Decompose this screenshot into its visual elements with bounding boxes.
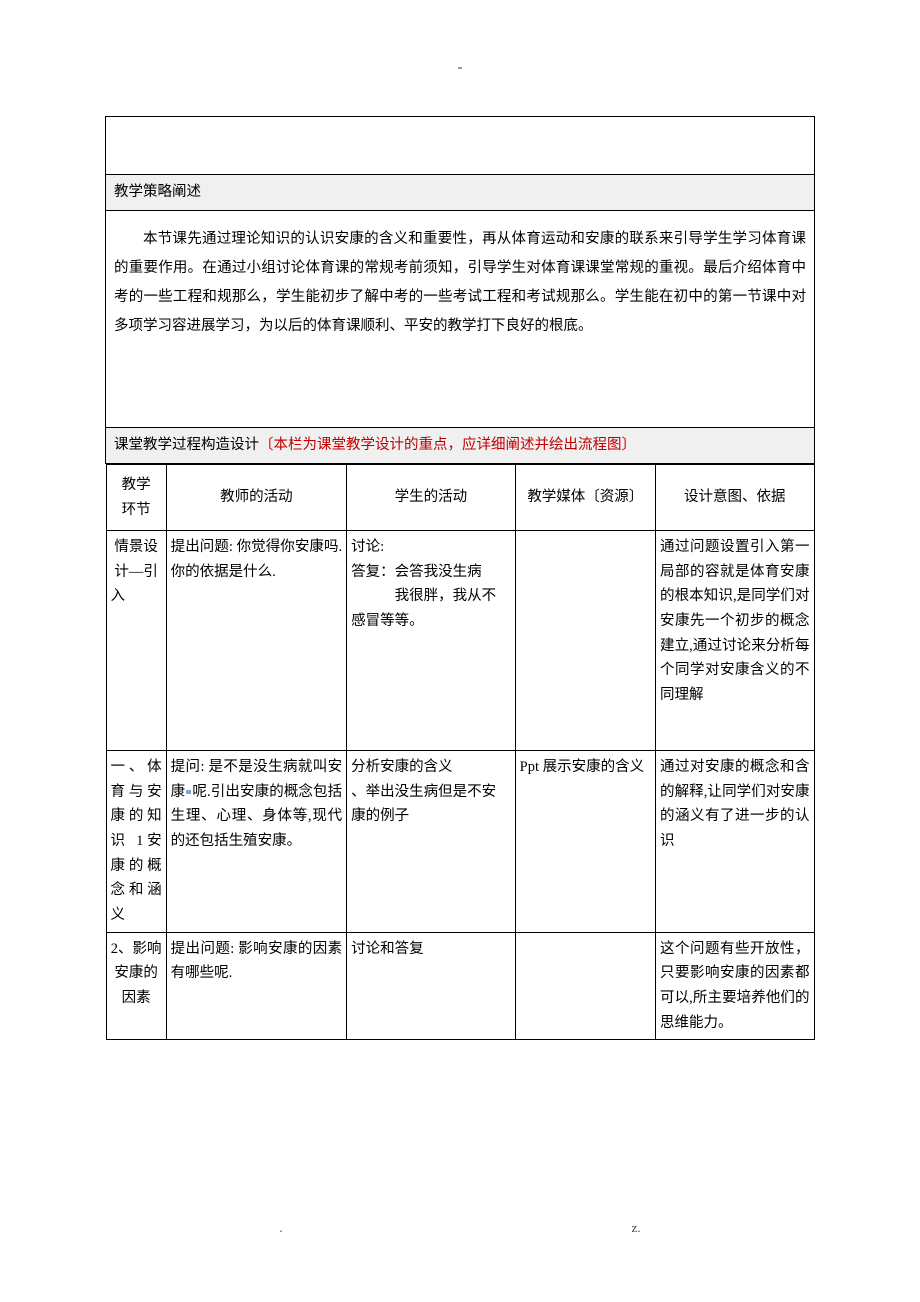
mid-gap-row <box>106 369 815 427</box>
section1-body-row: 本节课先通过理论知识的认识安康的含义和重要性，再从体育运动和安康的联系来引导学生… <box>106 211 815 370</box>
student-cell: 分析安康的含义 、举出没生病但是不安康的例子 <box>347 751 515 932</box>
section2-header-row: 课堂教学过程构造设计〔本栏为课堂教学设计的重点，应详细阐述并绘出流程图〕 <box>106 427 815 463</box>
top-spacer-row <box>106 117 815 175</box>
section1-header: 教学策略阐述 <box>106 175 815 211</box>
rationale-cell: 通过对安康的概念和含的解释,让同学们对安康的涵义有了进一步的认识 <box>656 751 814 932</box>
footer-right: z. <box>632 1220 641 1236</box>
page-footer: . z. <box>105 1220 815 1236</box>
stage-cell: 情景设计—引入 <box>106 531 166 751</box>
media-cell: Ppt 展示安康的含义 <box>515 751 655 932</box>
page-root: - 教学策略阐述 本节课先通过理论知识的认识安康的含义和重要性，再从体育运动和安… <box>0 60 920 1236</box>
col-header-media: 教学媒体〔资源〕 <box>515 464 655 530</box>
stage-cell: 一、体育与安康的知识 1安康的概念和涵义 <box>106 751 166 932</box>
rationale-cell: 通过问题设置引入第一局部的容就是体育安康的根本知识,是同学们对安康先一个初步的概… <box>656 531 814 751</box>
teacher-cell: 提问: 是不是没生病就叫安康呢.引出安康的概念包括生理、心理、身体等,现代的还包… <box>166 751 347 932</box>
media-cell <box>515 531 655 751</box>
inner-table-row: 教学 环节 教师的活动 学生的活动 教学媒体〔资源〕 设计意图、依据 情景设计—… <box>106 463 815 1040</box>
top-marker: - <box>0 60 920 76</box>
col-header-student: 学生的活动 <box>347 464 515 530</box>
section2-header: 课堂教学过程构造设计〔本栏为课堂教学设计的重点，应详细阐述并绘出流程图〕 <box>106 427 815 463</box>
section2-header-note: 〔本栏为课堂教学设计的重点，应详细阐述并绘出流程图〕 <box>259 437 636 453</box>
section1-header-row: 教学策略阐述 <box>106 175 815 211</box>
table-row: 一、体育与安康的知识 1安康的概念和涵义 提问: 是不是没生病就叫安康呢.引出安… <box>106 751 814 932</box>
student-cell: 讨论: 答复：会答我没生病 我很胖，我从不感冒等等。 <box>347 531 515 751</box>
table-header-row: 教学 环节 教师的活动 学生的活动 教学媒体〔资源〕 设计意图、依据 <box>106 464 814 530</box>
teacher-text-post: 呢.引出安康的概念包括生理、心理、身体等,现代的还包括生殖安康。 <box>171 784 343 849</box>
col-header-stage: 教学 环节 <box>106 464 166 530</box>
rationale-cell: 这个问题有些开放性，只要影响安康的因素都可以,所主要培养他们的思维能力。 <box>656 932 814 1040</box>
table-row: 情景设计—引入 提出问题: 你觉得你安康吗.你的依据是什么. 讨论: 答复：会答… <box>106 531 814 751</box>
process-table: 教学 环节 教师的活动 学生的活动 教学媒体〔资源〕 设计意图、依据 情景设计—… <box>106 464 815 1040</box>
section2-header-main: 课堂教学过程构造设计 <box>114 437 259 453</box>
inline-dot-icon <box>186 790 191 794</box>
media-cell <box>515 932 655 1040</box>
col-header-teacher: 教师的活动 <box>166 464 347 530</box>
col-header-rationale: 设计意图、依据 <box>656 464 814 530</box>
outer-table: 教学策略阐述 本节课先通过理论知识的认识安康的含义和重要性，再从体育运动和安康的… <box>105 116 815 1040</box>
table-row: 2、影响安康的因素 提出问题: 影响安康的因素有哪些呢. 讨论和答复 这个问题有… <box>106 932 814 1040</box>
stage-cell: 2、影响安康的因素 <box>106 932 166 1040</box>
student-cell: 讨论和答复 <box>347 932 515 1040</box>
footer-left: . <box>279 1220 282 1236</box>
teacher-cell: 提出问题: 你觉得你安康吗.你的依据是什么. <box>166 531 347 751</box>
section1-header-text: 教学策略阐述 <box>114 184 201 200</box>
section1-body: 本节课先通过理论知识的认识安康的含义和重要性，再从体育运动和安康的联系来引导学生… <box>106 211 815 370</box>
teacher-cell: 提出问题: 影响安康的因素有哪些呢. <box>166 932 347 1040</box>
